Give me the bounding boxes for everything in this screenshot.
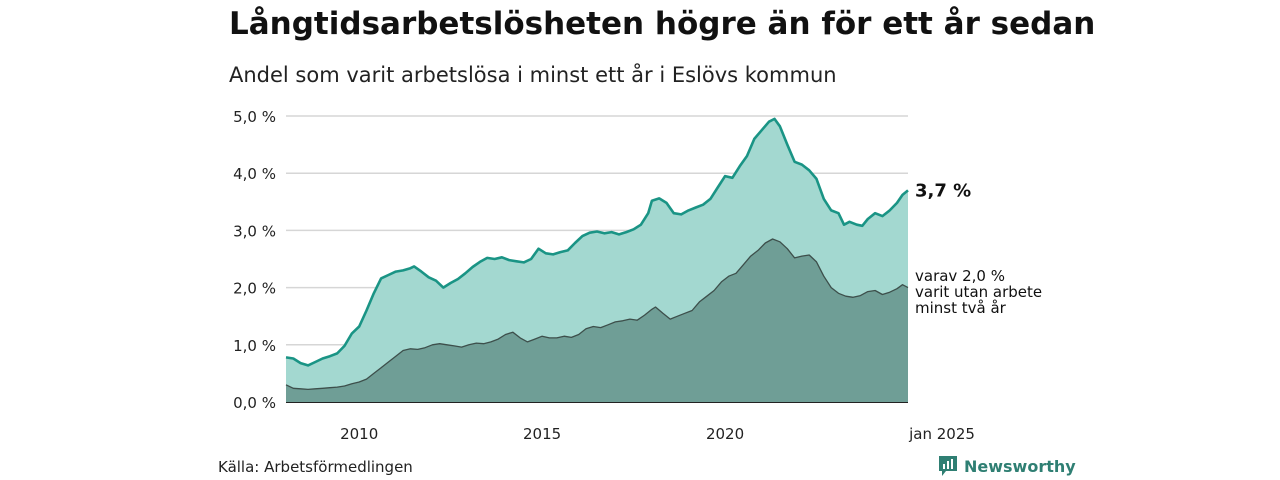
chart-title: Långtidsarbetslösheten högre än för ett …: [229, 6, 1096, 42]
y-tick-label: 0,0 %: [233, 394, 276, 412]
y-tick-label: 2,0 %: [233, 280, 276, 298]
end-label-two-year: varit utan arbete: [915, 283, 1042, 301]
chart-subtitle: Andel som varit arbetslösa i minst ett å…: [229, 63, 837, 87]
end-label-two-year: minst två år: [915, 299, 1007, 317]
x-tick-label: jan 2025: [908, 425, 975, 443]
line-minst-tva-ar: [285, 238, 909, 391]
newsworthy-logo-icon: [939, 456, 957, 476]
y-tick-label: 4,0 %: [233, 165, 276, 183]
y-tick-label: 5,0 %: [233, 108, 276, 126]
brand-name: Newsworthy: [964, 456, 1076, 476]
x-tick-label: 2015: [523, 425, 561, 443]
end-label-two-year: varav 2,0 %: [915, 267, 1005, 285]
axes: 0,0 % 1,0 % 2,0 % 3,0 % 4,0 % 5,0 % 2010 2015 20…: [233, 108, 975, 443]
brand-logo[interactable]: Newsworthy: [938, 455, 1076, 477]
y-tick-label: 1,0 %: [233, 337, 276, 355]
y-tick-label: 3,0 %: [233, 222, 276, 240]
line-minst-ett-ar: [285, 117, 909, 367]
x-tick-label: 2010: [340, 425, 378, 443]
source-note: Källa: Arbetsförmedlingen: [218, 458, 413, 476]
x-tick-label: 2020: [706, 425, 744, 443]
end-label-total: 3,7 %: [915, 180, 971, 201]
chart-areas: [285, 117, 909, 403]
area-minst-tva-ar: [286, 239, 908, 402]
